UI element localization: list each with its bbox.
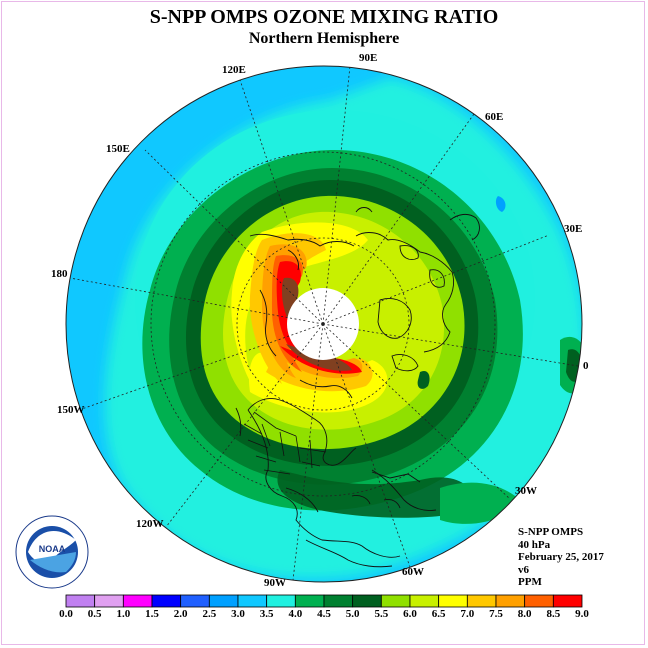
colorbar-tick-label: 3.0 — [231, 608, 245, 620]
colorbar-tick-label: 7.5 — [489, 608, 503, 620]
label-180: 180 — [51, 268, 68, 280]
graticule — [69, 66, 579, 581]
label-90W: 90W — [264, 577, 286, 589]
colorbar-tick-label: 8.0 — [517, 608, 532, 620]
colorbar-swatch — [94, 594, 124, 608]
colorbar-tick-label: 6.0 — [403, 608, 417, 620]
info-unit: PPM — [518, 576, 542, 588]
label-60W: 60W — [402, 566, 424, 578]
colorbar-swatch — [352, 594, 382, 608]
us-state-borders — [243, 411, 327, 475]
colorbar-tick-label: 2.0 — [173, 608, 188, 620]
colorbar-swatch — [524, 594, 554, 608]
colorbar-swatch — [294, 594, 325, 608]
colorbar-swatch — [237, 594, 268, 608]
colorbar-tick-label: 6.5 — [431, 608, 446, 620]
label-30W: 30W — [515, 485, 537, 497]
colorbar-tick-label: 9.0 — [575, 608, 589, 620]
colorbar-swatch — [65, 594, 96, 608]
info-date: February 25, 2017 — [518, 551, 604, 563]
colorbar-tick-label: 1.0 — [116, 608, 131, 620]
colorbar-tick-label: 2.5 — [202, 608, 217, 620]
colorbar-swatch — [122, 594, 153, 608]
colorbar-swatch — [151, 594, 182, 608]
label-120W: 120W — [136, 518, 164, 530]
colorbar-swatch — [323, 594, 354, 608]
label-30E: 30E — [564, 223, 583, 235]
label-150E: 150E — [106, 143, 130, 155]
colorbar-swatch — [180, 594, 210, 608]
map-subtitle: Northern Hemisphere — [248, 30, 400, 47]
coastlines — [235, 207, 480, 568]
info-level: 40 hPa — [518, 538, 551, 551]
colorbar-tick-label: 5.5 — [374, 608, 389, 620]
colorbar-tick-label: 4.0 — [288, 608, 303, 620]
ozone-field — [66, 66, 582, 582]
label-0: 0 — [583, 360, 589, 372]
colorbar-tick-label: 7.0 — [460, 608, 475, 620]
map-boundary-circle — [65, 65, 583, 583]
info-version: v6 — [518, 563, 529, 576]
colorbar-swatch — [266, 594, 296, 608]
colorbar-swatch — [409, 594, 440, 608]
colorbar-swatch — [552, 594, 583, 608]
label-150W: 150W — [57, 404, 85, 416]
colorbar-tick-label: 4.5 — [317, 608, 331, 620]
colorbar-swatch — [438, 594, 468, 608]
colorbar-swatch — [380, 594, 411, 608]
map-title: S-NPP OMPS OZONE MIXING RATIO — [149, 6, 499, 28]
colorbar-tick-label: 0.0 — [59, 608, 73, 620]
info-instrument: S-NPP OMPS — [518, 526, 584, 538]
colorbar-tick-label: 1.5 — [145, 608, 159, 620]
info-block: S-NPP OMPS 40 hPa February 25, 2017 v6 P… — [518, 526, 604, 589]
colorbar-swatch — [495, 594, 526, 608]
colorbar-swatch — [208, 594, 239, 608]
colorbar-swatch — [466, 594, 497, 608]
colorbar-tick-label: 5.0 — [345, 608, 360, 620]
colorbar-tick-label: 8.5 — [546, 608, 561, 620]
colorbar-tick-label: 0.5 — [87, 608, 102, 620]
colorbar-tick-label: 3.5 — [259, 608, 274, 620]
label-60E: 60E — [485, 111, 504, 123]
label-90E: 90E — [359, 52, 378, 64]
label-120E: 120E — [222, 64, 246, 76]
